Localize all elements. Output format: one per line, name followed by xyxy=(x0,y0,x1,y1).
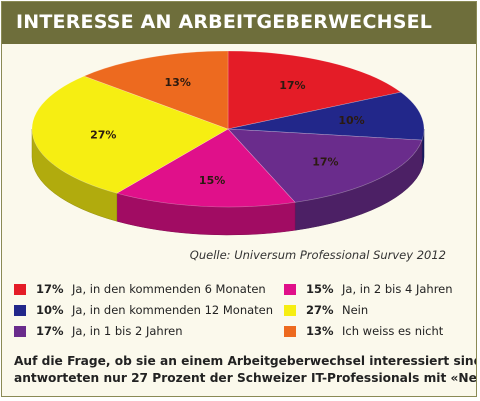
legend-swatch xyxy=(284,325,296,337)
pie-slice-2 xyxy=(227,91,425,141)
legend-item: 13% Ich weiss es nicht xyxy=(284,323,443,339)
legend-item: 15% Ja, in 2 bis 4 Jahren xyxy=(284,281,453,297)
legend-item: 17% Ja, in 1 bis 2 Jahren xyxy=(14,323,183,339)
pie-chart: 17% 10% 17% 15% 27% 13% xyxy=(31,50,425,236)
pie-top xyxy=(31,50,425,208)
legend-swatch xyxy=(14,325,26,337)
chart-title: INTERESSE AN ARBEITGEBERWECHSEL xyxy=(16,11,433,33)
pie-slice-6 xyxy=(83,50,229,130)
legend-label: Ja, in den kommenden 6 Monaten xyxy=(72,282,266,296)
footnote: Auf die Frage, ob sie an einem Arbeitgeb… xyxy=(14,353,477,387)
legend-swatch xyxy=(284,283,296,295)
legend-item: 10% Ja, in den kommenden 12 Monaten xyxy=(14,302,273,318)
legend-swatch xyxy=(14,304,26,316)
chart-panel: INTERESSE AN ARBEITGEBERWECHSEL 17% 10% 17… xyxy=(1,1,477,397)
pie-labels: 17% 10% 17% 15% 27% 13% xyxy=(90,76,365,187)
pie-slice-4 xyxy=(116,128,296,208)
legend-percent: 10% xyxy=(36,303,64,317)
legend-percent: 27% xyxy=(306,303,334,317)
footnote-line-2: antworteten nur 27 Prozent der Schweizer… xyxy=(14,371,477,385)
legend-label: Ja, in den kommenden 12 Monaten xyxy=(72,303,274,317)
footnote-line-1: Auf die Frage, ob sie an einem Arbeitgeb… xyxy=(14,354,477,368)
pie-label-4: 15% xyxy=(199,174,225,187)
source-note: Quelle: Universum Professional Survey 20… xyxy=(189,248,446,262)
pie-slice-1 xyxy=(227,50,402,130)
pie-label-1: 17% xyxy=(279,79,305,92)
legend-label: Ja, in 1 bis 2 Jahren xyxy=(72,324,183,338)
legend-percent: 17% xyxy=(36,282,64,296)
pie-label-6: 13% xyxy=(165,76,191,89)
legend-label: Ja, in 2 bis 4 Jahren xyxy=(342,282,453,296)
pie-label-2: 10% xyxy=(338,114,364,127)
legend-label: Nein xyxy=(342,303,369,317)
pie-label-5: 27% xyxy=(90,129,116,142)
legend: 17% Ja, in den kommenden 6 Monaten 15% Ja, … xyxy=(14,281,474,347)
legend-percent: 17% xyxy=(36,324,64,338)
legend-item: 17% Ja, in den kommenden 6 Monaten xyxy=(14,281,266,297)
legend-label: Ich weiss es nicht xyxy=(342,324,444,338)
title-bar: INTERESSE AN ARBEITGEBERWECHSEL xyxy=(2,2,476,44)
pie-slice-5 xyxy=(31,75,229,194)
legend-percent: 15% xyxy=(306,282,334,296)
pie-label-3: 17% xyxy=(312,156,338,169)
legend-swatch xyxy=(14,283,26,295)
legend-percent: 13% xyxy=(306,324,334,338)
legend-item: 27% Nein xyxy=(284,302,368,318)
pie-slice-3 xyxy=(227,128,423,203)
legend-swatch xyxy=(284,304,296,316)
